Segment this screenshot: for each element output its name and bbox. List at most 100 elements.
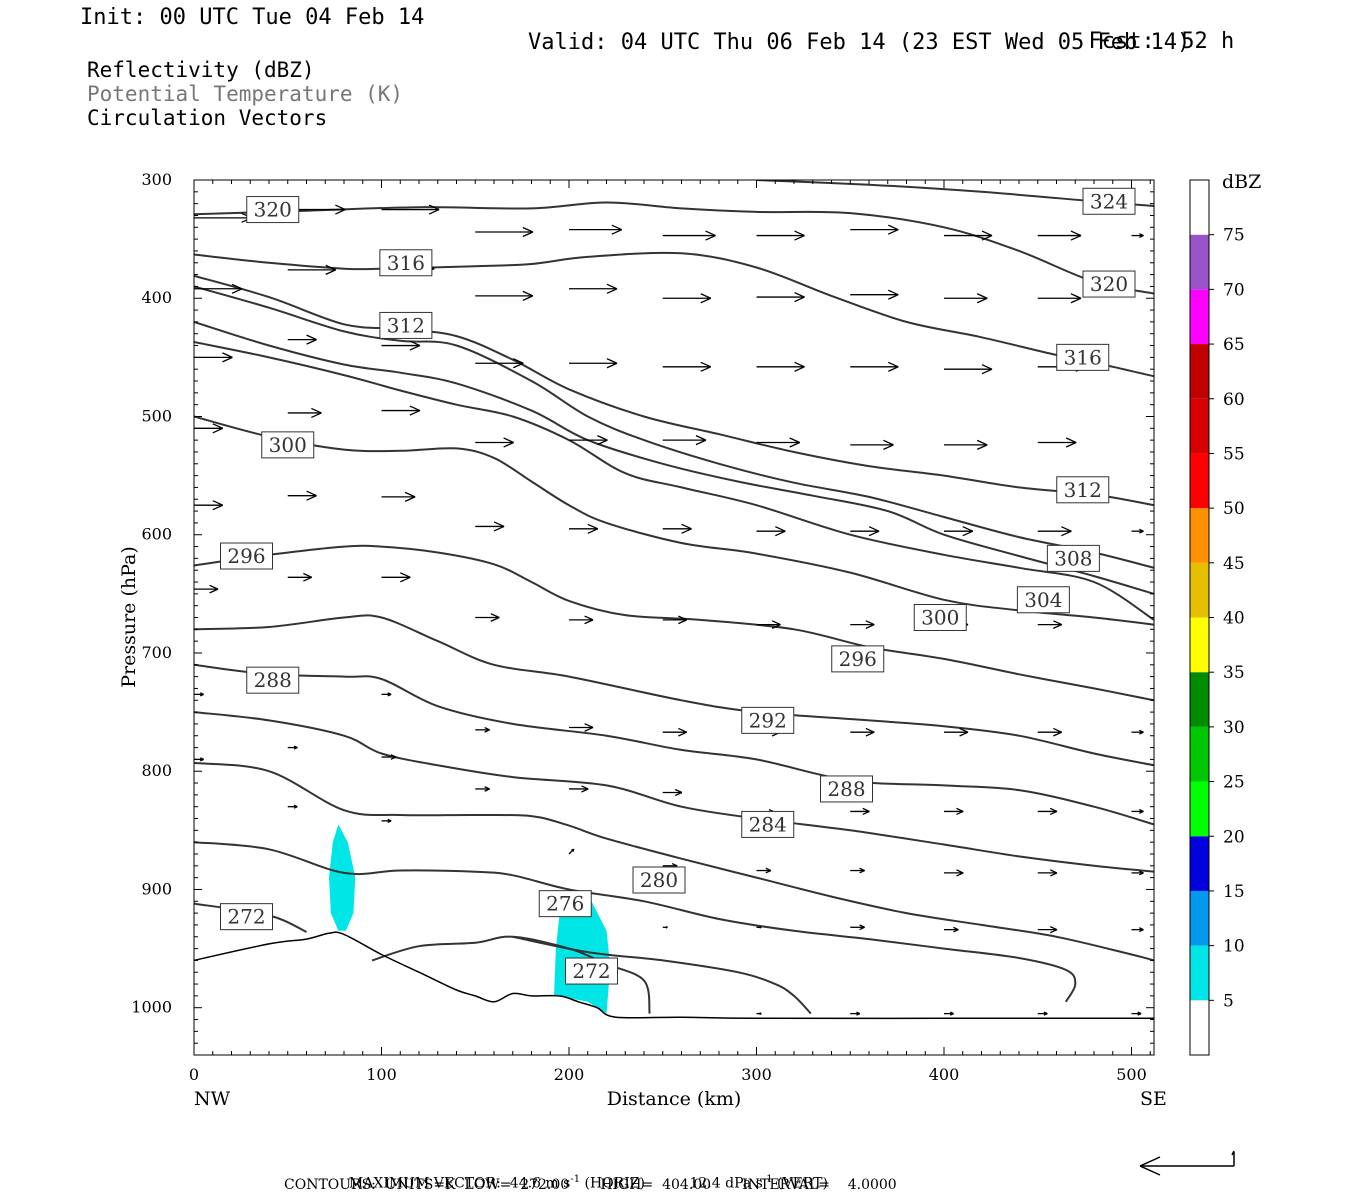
isentrope-272 <box>371 935 651 1014</box>
vert-exponent: -1 <box>762 1174 773 1185</box>
circulation-vector <box>850 1011 861 1016</box>
circulation-vector <box>1037 526 1072 537</box>
svg-text:320: 320 <box>1090 272 1128 296</box>
circulation-vector <box>287 745 298 750</box>
circulation-vector <box>850 439 894 450</box>
colorbar-bin <box>1190 508 1209 563</box>
y-tick-label: 900 <box>141 879 172 898</box>
circulation-vector <box>1037 230 1082 241</box>
contour-label: 308 <box>1046 544 1100 572</box>
circulation-vector <box>850 361 899 372</box>
contour-label: 316 <box>379 249 433 277</box>
svg-text:320: 320 <box>254 198 292 222</box>
svg-text:276: 276 <box>546 892 584 916</box>
contour-label: 292 <box>741 706 795 734</box>
circulation-vector <box>662 925 668 929</box>
svg-text:284: 284 <box>749 812 787 836</box>
circulation-vector <box>475 521 505 532</box>
circulation-vector <box>756 230 805 241</box>
circulation-vector <box>944 526 974 537</box>
svg-text:272: 272 <box>227 905 265 929</box>
circulation-vector <box>850 867 865 874</box>
circulation-vector <box>662 615 688 625</box>
isentrope-296 <box>194 544 1154 702</box>
circulation-vector <box>1037 727 1063 737</box>
circulation-vector <box>944 869 964 877</box>
circulation-vector <box>194 584 219 594</box>
circulation-vector <box>1037 293 1082 304</box>
svg-text:304: 304 <box>1024 588 1062 612</box>
svg-text:308: 308 <box>1054 546 1092 570</box>
circulation-vector <box>944 1011 954 1016</box>
y-tick-label: 1000 <box>131 998 172 1017</box>
circulation-vector <box>569 615 594 625</box>
svg-text:312: 312 <box>387 313 425 337</box>
circulation-vector <box>944 230 993 241</box>
circulation-vector <box>850 620 875 629</box>
circulation-vector <box>944 293 988 304</box>
isentrope-288 <box>194 663 1154 826</box>
y-tick-label: 500 <box>141 406 172 425</box>
circulation-vector <box>1131 870 1144 876</box>
reflectivity-area-0 <box>329 824 356 931</box>
max-vector-vert: 12.4 dPa s <box>689 1175 763 1192</box>
circulation-vector <box>1131 233 1144 239</box>
circulation-vector <box>662 435 707 446</box>
x-tick-label: 400 <box>929 1065 960 1084</box>
circulation-vector <box>569 224 623 235</box>
colorbar-bin <box>1190 836 1209 891</box>
isentrope-284 <box>194 711 1154 873</box>
circulation-vector <box>569 785 589 793</box>
isentrope-320 <box>194 201 1154 295</box>
colorbar-bin <box>1190 289 1209 345</box>
contour-label: 324 <box>1082 187 1136 215</box>
contour-label: 316 <box>1056 343 1110 371</box>
circulation-vector <box>475 437 514 448</box>
circulation-vector <box>662 230 716 241</box>
circulation-vector <box>944 727 969 737</box>
contour-label: 284 <box>741 810 795 838</box>
circulation-vector <box>381 572 411 583</box>
circulation-vector <box>475 726 490 733</box>
contour-label: 296 <box>831 645 885 673</box>
isentrope-272 <box>512 935 812 1015</box>
circulation-vector <box>756 620 781 629</box>
horiz-unit: (HORIZ) <box>584 1175 645 1192</box>
contour-label: 288 <box>820 775 873 803</box>
isentrope-308 <box>194 285 1154 569</box>
circulation-vector <box>756 1012 762 1015</box>
isentrope-280 <box>194 761 1154 962</box>
circulation-vector <box>475 358 524 369</box>
colorbar-label: 25 <box>1223 773 1245 793</box>
circulation-vector <box>381 405 421 416</box>
colorbar-label: 75 <box>1223 226 1245 246</box>
circulation-vector <box>756 925 762 929</box>
circulation-vector <box>944 439 988 450</box>
circulation-vector <box>850 224 899 235</box>
svg-text:288: 288 <box>827 777 865 801</box>
init-time: Init: 00 UTC Tue 04 Feb 14 <box>80 5 425 30</box>
circulation-vector <box>569 283 618 294</box>
isentrope-312 <box>194 274 1154 507</box>
x-tick-label: 200 <box>554 1065 585 1084</box>
horiz-exponent: -1 <box>570 1174 581 1185</box>
circulation-vector <box>1037 869 1058 877</box>
forecast-hour: Fcst: 52 h <box>1062 6 1235 54</box>
colorbar-bin <box>1190 781 1209 837</box>
max-vector-horiz: 44.6 m s <box>509 1175 571 1192</box>
y-tick-label: 700 <box>141 643 172 662</box>
contour-label: 300 <box>913 604 967 631</box>
circulation-vector <box>756 291 805 303</box>
circulation-vector <box>850 924 865 931</box>
max-vector-line: MAXIMUM VECTOR: 44.6 m s-1 (HORIZ) 12.4 … <box>340 1158 828 1192</box>
colorbar-bin <box>1190 344 1209 399</box>
forecast-label: Fcst: <box>1088 29 1155 54</box>
circulation-vector <box>568 848 575 855</box>
y-tick-label: 400 <box>141 288 172 307</box>
title-potential-temperature: Potential Temperature (K) <box>87 82 404 106</box>
circulation-vector <box>1037 437 1077 448</box>
circulation-vector <box>1037 807 1058 816</box>
svg-text:300: 300 <box>921 606 959 630</box>
svg-text:288: 288 <box>254 668 292 692</box>
x-right-label: SE <box>1140 1088 1167 1110</box>
